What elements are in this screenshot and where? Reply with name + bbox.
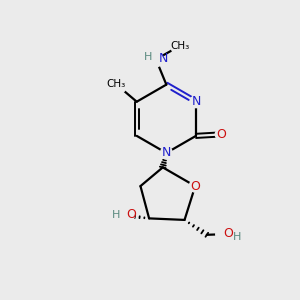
Circle shape xyxy=(160,147,172,159)
Text: H: H xyxy=(143,52,152,62)
Text: H: H xyxy=(112,210,120,220)
Circle shape xyxy=(109,76,126,94)
Text: O: O xyxy=(224,227,233,240)
Circle shape xyxy=(116,206,134,224)
Text: O: O xyxy=(216,128,226,141)
Text: CH₃: CH₃ xyxy=(106,79,126,89)
Text: O: O xyxy=(190,180,200,193)
Circle shape xyxy=(215,128,227,140)
Text: N: N xyxy=(191,95,201,108)
Circle shape xyxy=(148,52,164,67)
Text: H: H xyxy=(233,232,242,242)
Circle shape xyxy=(189,180,201,192)
Text: N: N xyxy=(159,52,168,65)
Text: N: N xyxy=(162,146,171,160)
Text: CH₃: CH₃ xyxy=(170,41,189,51)
Text: O: O xyxy=(127,208,136,221)
Circle shape xyxy=(171,37,189,55)
Circle shape xyxy=(216,225,234,243)
Circle shape xyxy=(190,96,202,108)
